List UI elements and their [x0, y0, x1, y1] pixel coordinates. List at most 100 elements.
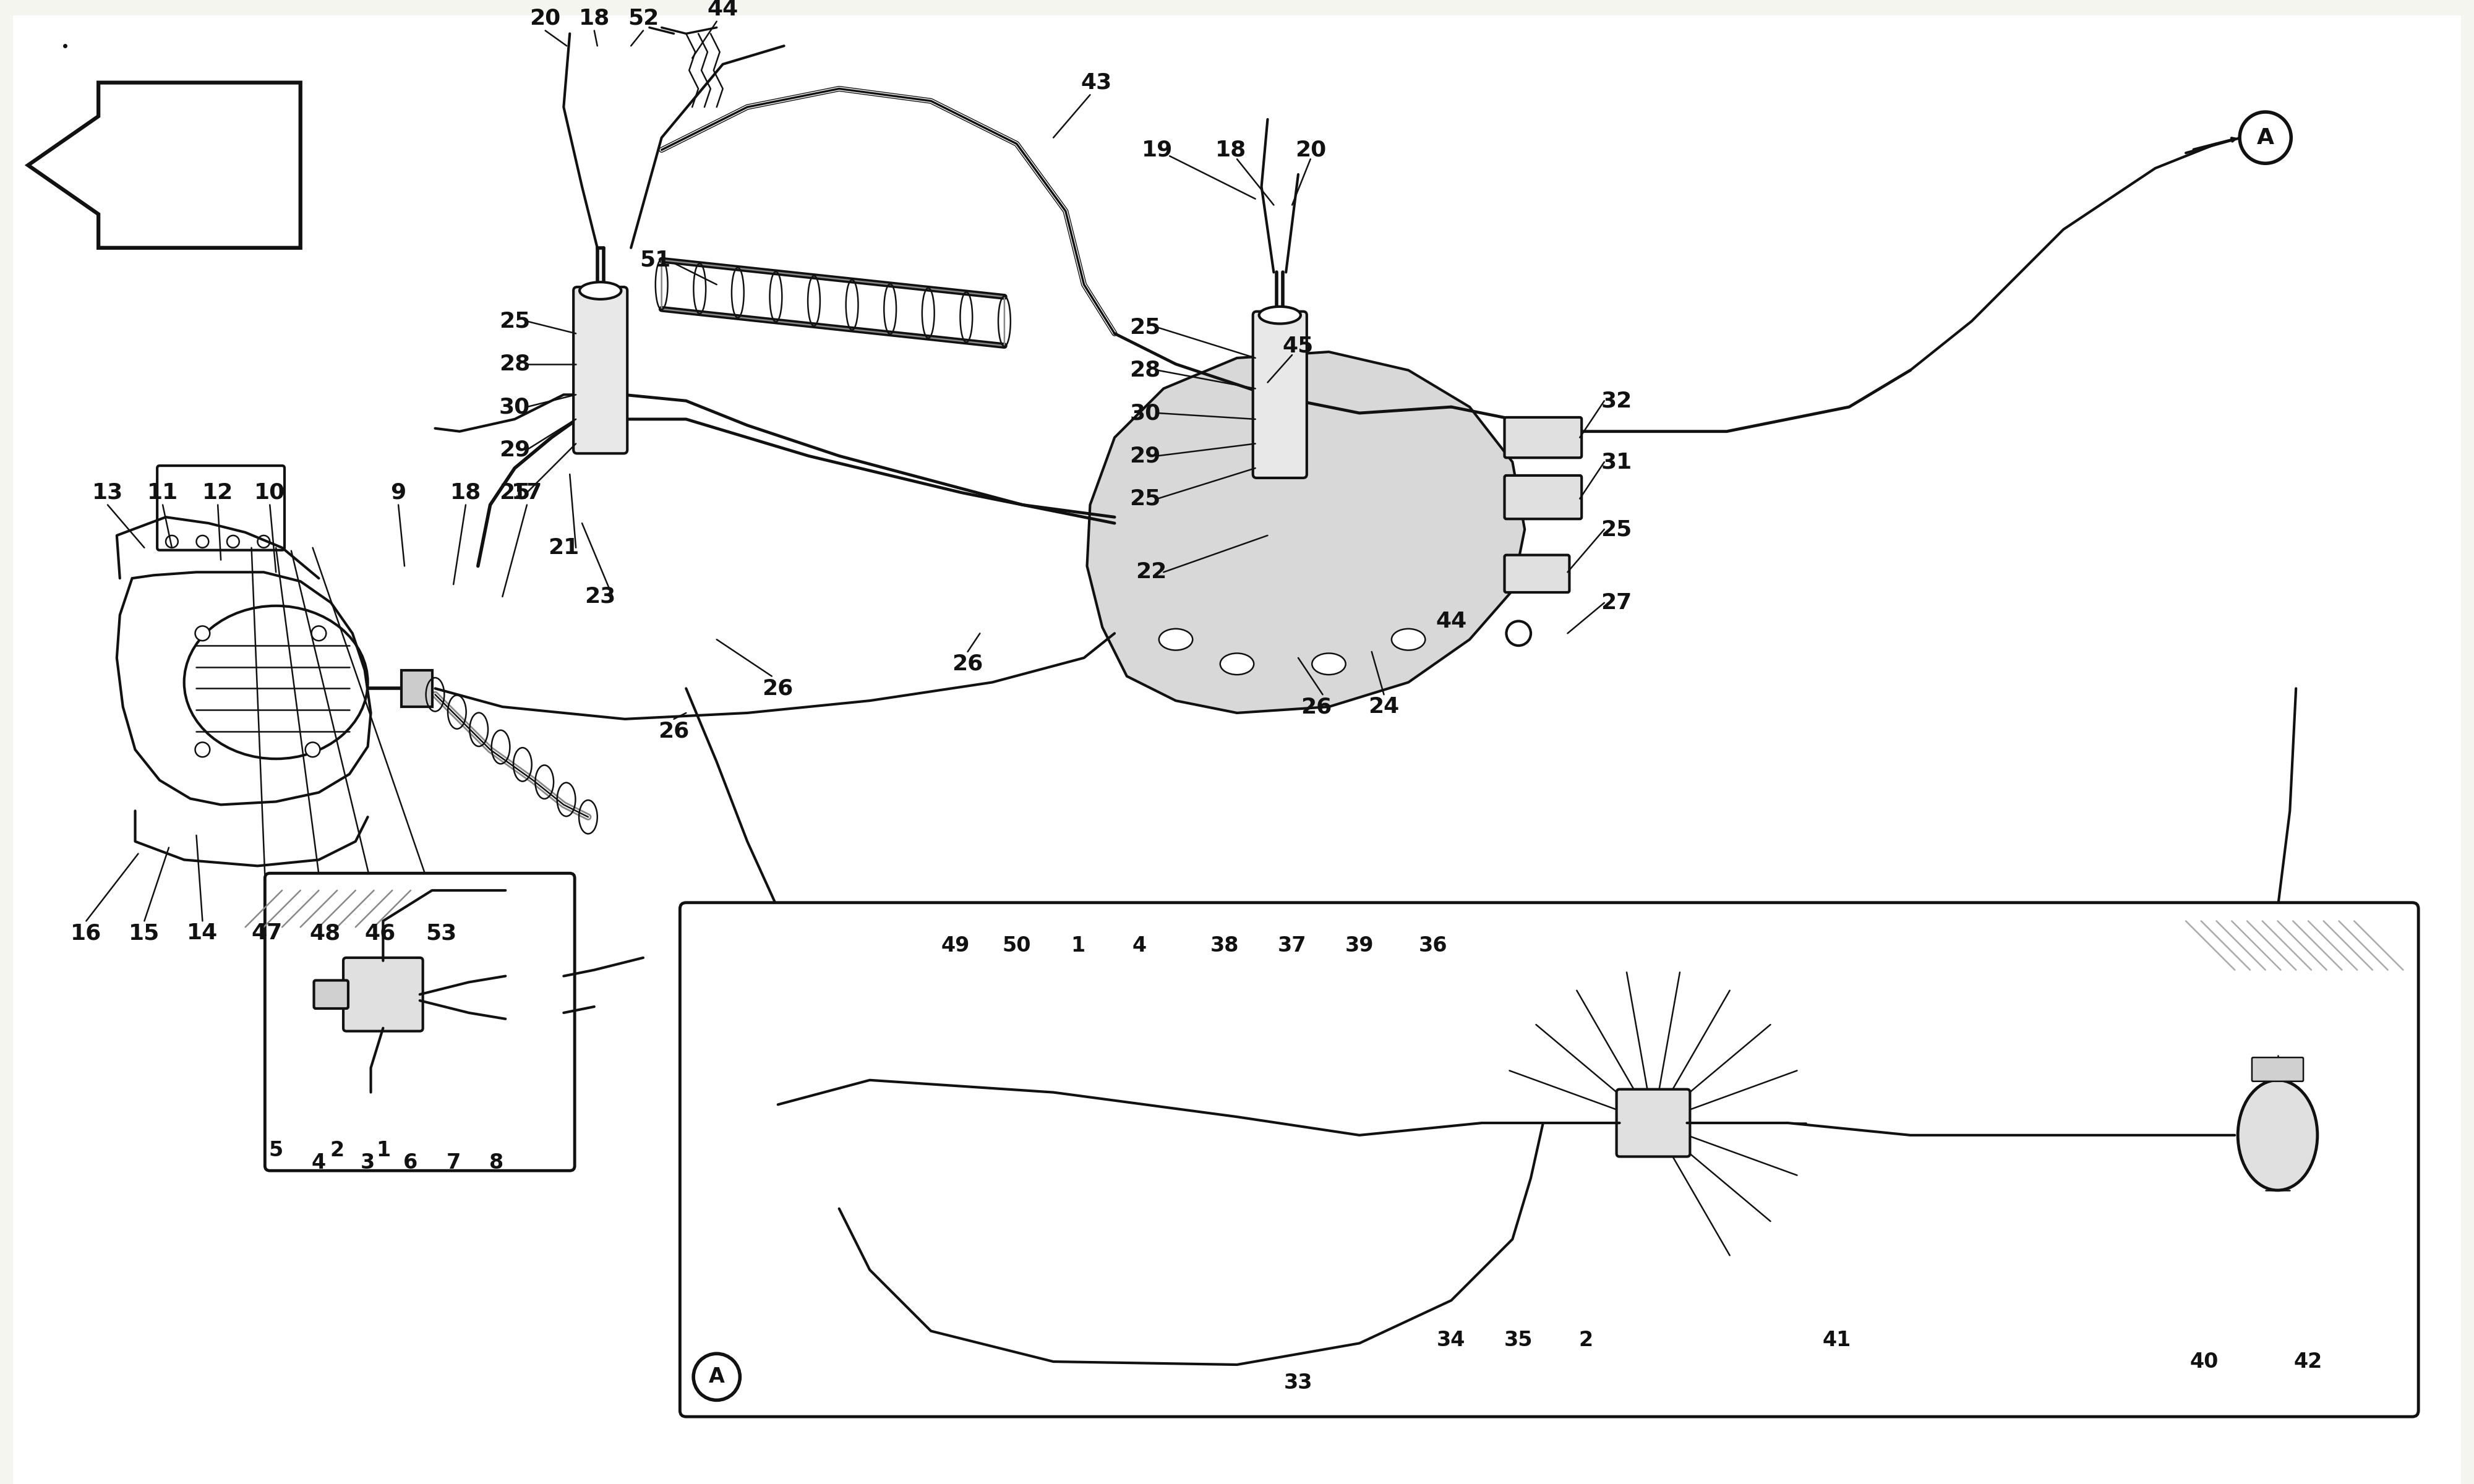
- Text: 18: 18: [579, 7, 609, 28]
- Text: 17: 17: [512, 482, 542, 503]
- Text: 20: 20: [529, 7, 562, 28]
- Text: 12: 12: [203, 482, 233, 503]
- Ellipse shape: [579, 282, 621, 300]
- Text: 30: 30: [500, 396, 529, 417]
- Text: 4: 4: [312, 1153, 327, 1172]
- Text: 36: 36: [1418, 935, 1447, 956]
- Text: 52: 52: [628, 7, 658, 28]
- Text: 22: 22: [1136, 561, 1168, 583]
- Text: 49: 49: [940, 935, 970, 956]
- Text: 39: 39: [1346, 935, 1373, 956]
- Circle shape: [312, 626, 327, 641]
- Text: A: A: [2256, 128, 2274, 148]
- Text: 44: 44: [1435, 610, 1467, 632]
- Ellipse shape: [1390, 629, 1425, 650]
- Text: 25: 25: [1131, 318, 1160, 338]
- Text: 18: 18: [450, 482, 482, 503]
- Circle shape: [1507, 622, 1531, 646]
- Text: 42: 42: [2293, 1352, 2323, 1371]
- Polygon shape: [1086, 352, 1524, 712]
- Text: 7: 7: [445, 1153, 460, 1172]
- Text: 51: 51: [641, 249, 670, 270]
- Text: 25: 25: [500, 482, 529, 503]
- Text: 45: 45: [1282, 335, 1314, 356]
- Text: 30: 30: [1131, 402, 1160, 423]
- Text: 28: 28: [1131, 359, 1160, 381]
- Text: 16: 16: [72, 923, 101, 944]
- Text: 1: 1: [376, 1140, 391, 1160]
- Circle shape: [2239, 111, 2291, 163]
- Text: 25: 25: [1131, 488, 1160, 509]
- Text: 46: 46: [364, 923, 396, 944]
- Text: 26: 26: [762, 678, 794, 699]
- FancyBboxPatch shape: [680, 902, 2420, 1417]
- Text: 5: 5: [270, 1140, 282, 1160]
- Text: 37: 37: [1277, 935, 1306, 956]
- Text: 41: 41: [1823, 1330, 1851, 1350]
- FancyBboxPatch shape: [1504, 475, 1581, 519]
- Text: 50: 50: [1002, 935, 1032, 956]
- FancyBboxPatch shape: [1504, 555, 1569, 592]
- FancyBboxPatch shape: [2251, 1058, 2303, 1082]
- Text: 13: 13: [92, 482, 124, 503]
- Text: 47: 47: [252, 923, 282, 944]
- Text: 18: 18: [1215, 139, 1247, 160]
- Text: 38: 38: [1210, 935, 1239, 956]
- Text: 33: 33: [1284, 1373, 1314, 1393]
- Text: 9: 9: [391, 482, 406, 503]
- Text: 1: 1: [1071, 935, 1086, 956]
- Text: 28: 28: [500, 353, 529, 374]
- Text: 20: 20: [1294, 139, 1326, 160]
- Text: 21: 21: [549, 537, 579, 558]
- Text: 3: 3: [361, 1153, 376, 1172]
- Text: 10: 10: [255, 482, 285, 503]
- Text: 26: 26: [658, 721, 690, 742]
- Text: A: A: [708, 1367, 725, 1388]
- Text: 2: 2: [1578, 1330, 1593, 1350]
- FancyBboxPatch shape: [314, 981, 349, 1009]
- Circle shape: [693, 1353, 740, 1401]
- Polygon shape: [27, 83, 299, 248]
- Text: 34: 34: [1437, 1330, 1465, 1350]
- Text: 31: 31: [1601, 451, 1633, 472]
- Text: 40: 40: [2189, 1352, 2219, 1371]
- Text: 24: 24: [1368, 696, 1400, 717]
- Text: 25: 25: [1601, 519, 1633, 540]
- Text: 4: 4: [1133, 935, 1145, 956]
- Text: 8: 8: [490, 1153, 505, 1172]
- FancyBboxPatch shape: [1252, 312, 1306, 478]
- Text: 11: 11: [146, 482, 178, 503]
- Ellipse shape: [1311, 653, 1346, 675]
- Text: 29: 29: [1131, 445, 1160, 466]
- Circle shape: [195, 742, 210, 757]
- Text: 23: 23: [584, 586, 616, 607]
- Text: 29: 29: [500, 439, 529, 460]
- Text: 25: 25: [500, 310, 529, 332]
- Text: 26: 26: [952, 653, 982, 674]
- Ellipse shape: [1158, 629, 1192, 650]
- Text: 27: 27: [1601, 592, 1633, 613]
- Text: 44: 44: [708, 0, 737, 19]
- Text: 19: 19: [1143, 139, 1173, 160]
- Text: 43: 43: [1081, 73, 1111, 93]
- Ellipse shape: [1220, 653, 1254, 675]
- Circle shape: [304, 742, 319, 757]
- Ellipse shape: [2239, 1080, 2318, 1190]
- FancyBboxPatch shape: [344, 957, 423, 1031]
- Text: 15: 15: [129, 923, 161, 944]
- Text: 26: 26: [1301, 696, 1331, 717]
- Text: 14: 14: [188, 923, 218, 944]
- FancyBboxPatch shape: [265, 873, 574, 1171]
- Text: 48: 48: [309, 923, 341, 944]
- Text: 2: 2: [329, 1140, 344, 1160]
- Ellipse shape: [1259, 307, 1301, 324]
- FancyBboxPatch shape: [1504, 417, 1581, 457]
- FancyBboxPatch shape: [574, 286, 628, 454]
- Text: 32: 32: [1601, 390, 1633, 411]
- Text: 6: 6: [403, 1153, 418, 1172]
- Bar: [401, 671, 433, 706]
- Text: 35: 35: [1504, 1330, 1534, 1350]
- FancyBboxPatch shape: [1616, 1089, 1690, 1156]
- Circle shape: [195, 626, 210, 641]
- Text: 53: 53: [426, 923, 458, 944]
